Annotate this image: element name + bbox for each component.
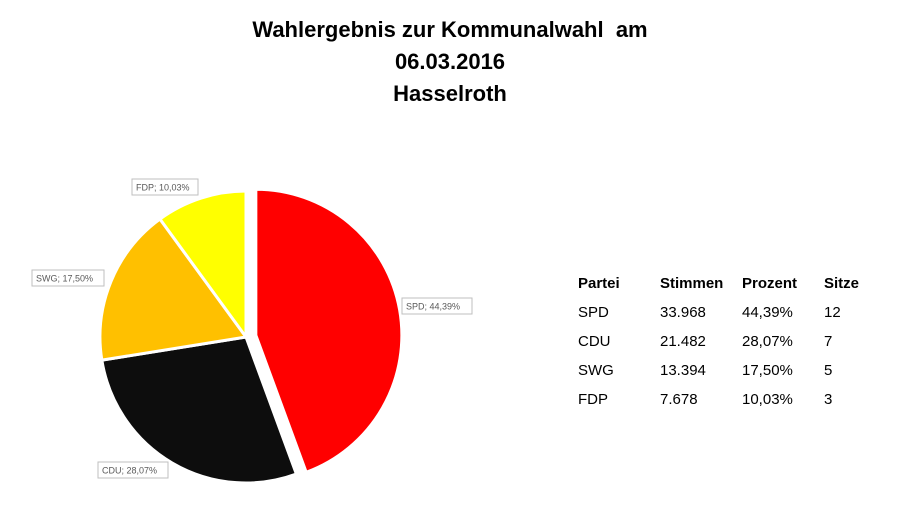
cell-seats: 3 xyxy=(824,391,833,408)
cell-votes: 33.968 xyxy=(660,304,706,321)
data-label-box xyxy=(31,269,105,287)
data-label-text: SWG; 17,50% xyxy=(36,274,93,284)
header-stimmen: Stimmen xyxy=(660,274,724,292)
title-line-3: Hasselroth xyxy=(393,81,507,106)
cell-party: SPD xyxy=(578,304,609,321)
pie-slice-spd xyxy=(254,187,404,475)
results-table: Partei Stimmen Prozent Sitze SPD 33.968 … xyxy=(578,268,864,414)
cell-seats: 12 xyxy=(824,304,841,321)
data-label-fdp: FDP; 10,03% xyxy=(131,178,199,196)
table-row: SWG 13.394 17,50% 5 xyxy=(578,356,864,385)
data-label-text: SPD; 44,39% xyxy=(406,302,460,312)
pie-slice-cdu xyxy=(100,335,299,485)
table-row: CDU 21.482 28,07% 7 xyxy=(578,327,864,356)
cell-percent: 10,03% xyxy=(742,391,793,408)
title-line-2: 06.03.2016 xyxy=(394,49,506,74)
data-label-box xyxy=(401,297,473,315)
data-label-swg: SWG; 17,50% xyxy=(31,269,105,287)
pie-slice-fdp xyxy=(157,189,248,342)
cell-party: CDU xyxy=(578,333,611,350)
chart-title: Wahlergebnis zur Kommunalwahl am 06.03.2… xyxy=(0,14,900,110)
cell-percent: 17,50% xyxy=(742,362,793,379)
table-row: FDP 7.678 10,03% 3 xyxy=(578,385,864,414)
cell-seats: 5 xyxy=(824,362,833,379)
cell-party: FDP xyxy=(578,391,608,408)
data-label-spd: SPD; 44,39% xyxy=(401,297,473,315)
data-label-text: FDP; 10,03% xyxy=(136,183,190,193)
data-label-box xyxy=(97,461,169,479)
header-partei: Partei xyxy=(578,274,620,292)
cell-party: SWG xyxy=(578,362,614,379)
cell-votes: 7.678 xyxy=(660,391,698,408)
header-prozent: Prozent xyxy=(742,274,798,292)
table-header-row: Partei Stimmen Prozent Sitze xyxy=(578,268,864,298)
data-label-text: CDU; 28,07% xyxy=(102,466,157,476)
cell-percent: 28,07% xyxy=(742,333,793,350)
data-label-box xyxy=(131,178,199,196)
data-label-cdu: CDU; 28,07% xyxy=(97,461,169,479)
cell-seats: 7 xyxy=(824,333,833,350)
cell-percent: 44,39% xyxy=(742,304,793,321)
title-line-1: Wahlergebnis zur Kommunalwahl am xyxy=(252,17,648,42)
header-sitze: Sitze xyxy=(824,274,860,292)
table-row: SPD 33.968 44,39% 12 xyxy=(578,298,864,327)
pie-slice-swg xyxy=(98,216,249,362)
cell-votes: 13.394 xyxy=(660,362,706,379)
cell-votes: 21.482 xyxy=(660,333,706,350)
